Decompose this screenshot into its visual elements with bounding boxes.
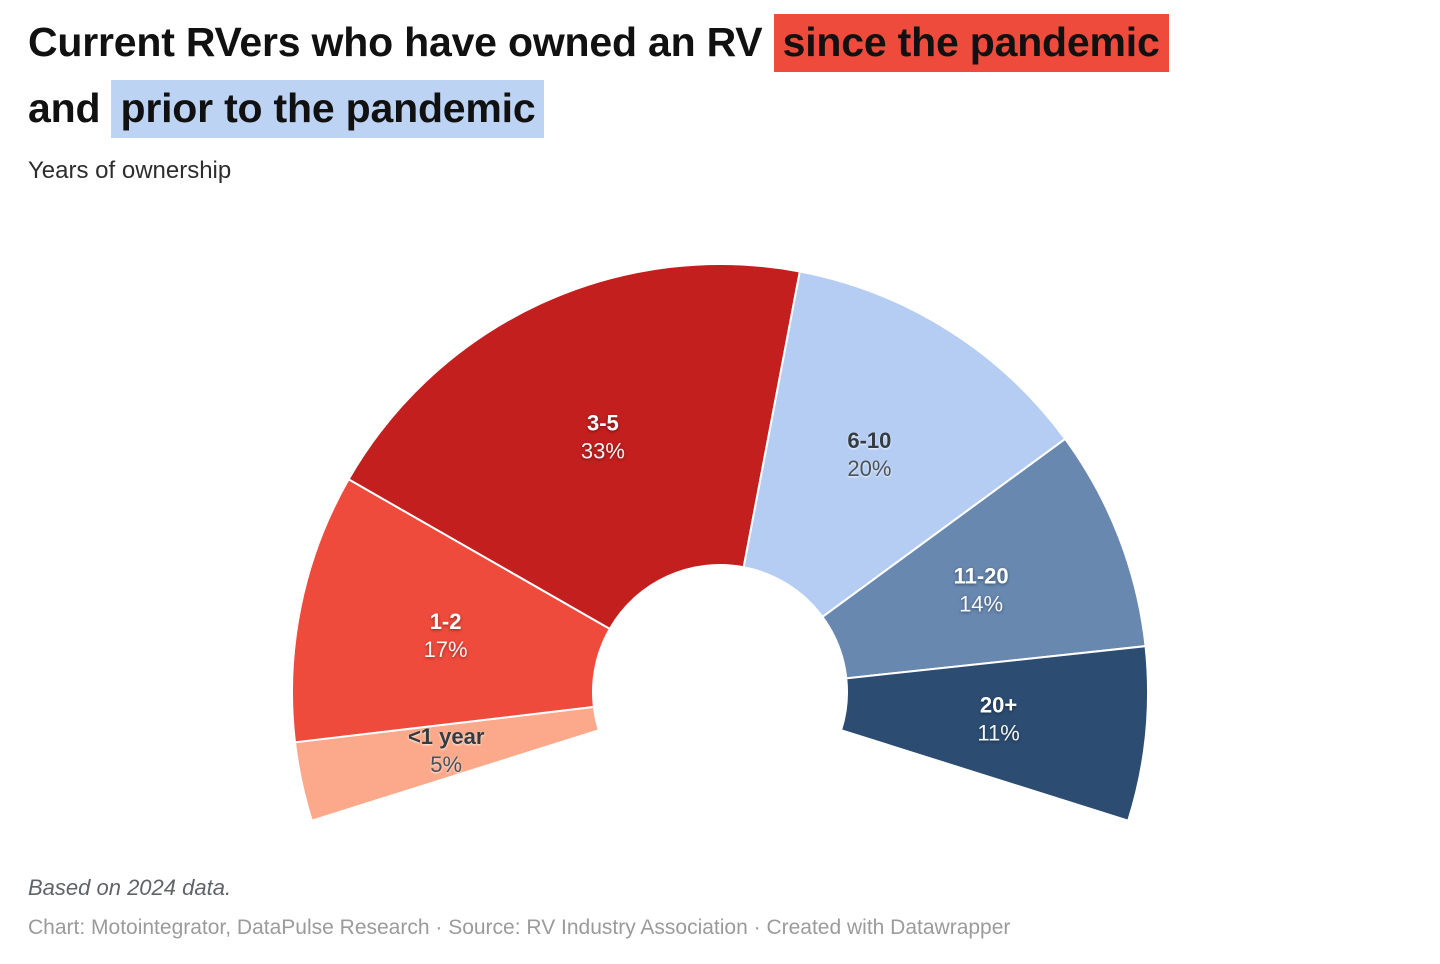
- donut-segment-label: 11-20 14%: [954, 564, 1009, 617]
- chart-title: Current RVers who have owned an RV since…: [28, 10, 1416, 141]
- title-text-1: Current RVers who have owned an RV: [28, 19, 774, 65]
- donut-segment-11-20[interactable]: [821, 437, 1147, 680]
- footer-note: Based on 2024 data.: [28, 875, 232, 900]
- title-highlight-blue: prior to the pandemic: [111, 79, 545, 138]
- donut-segment-label: 3-5 33%: [581, 411, 625, 464]
- chart-header: Current RVers who have owned an RV since…: [28, 10, 1416, 186]
- chart-subtitle: Years of ownership: [28, 157, 232, 185]
- footer-credit: Chart: Motointegrator, DataPulse Researc…: [28, 916, 1011, 939]
- title-highlight-red: since the pandemic: [773, 14, 1169, 72]
- donut-segment-label: 20+ 11%: [977, 693, 1019, 746]
- chart-footer: Based on 2024 data. Chart: Motointegrato…: [28, 875, 1010, 940]
- donut-segment-3-5[interactable]: [347, 263, 801, 630]
- donut-segment-label: 1-2 17%: [424, 609, 468, 662]
- title-text-2: and: [28, 84, 112, 131]
- donut-segment-1-2[interactable]: [291, 478, 611, 744]
- donut-segment-20+[interactable]: [840, 645, 1149, 822]
- donut-segment-label: 6-10 20%: [847, 428, 891, 481]
- donut-segment-6-10[interactable]: [742, 270, 1067, 618]
